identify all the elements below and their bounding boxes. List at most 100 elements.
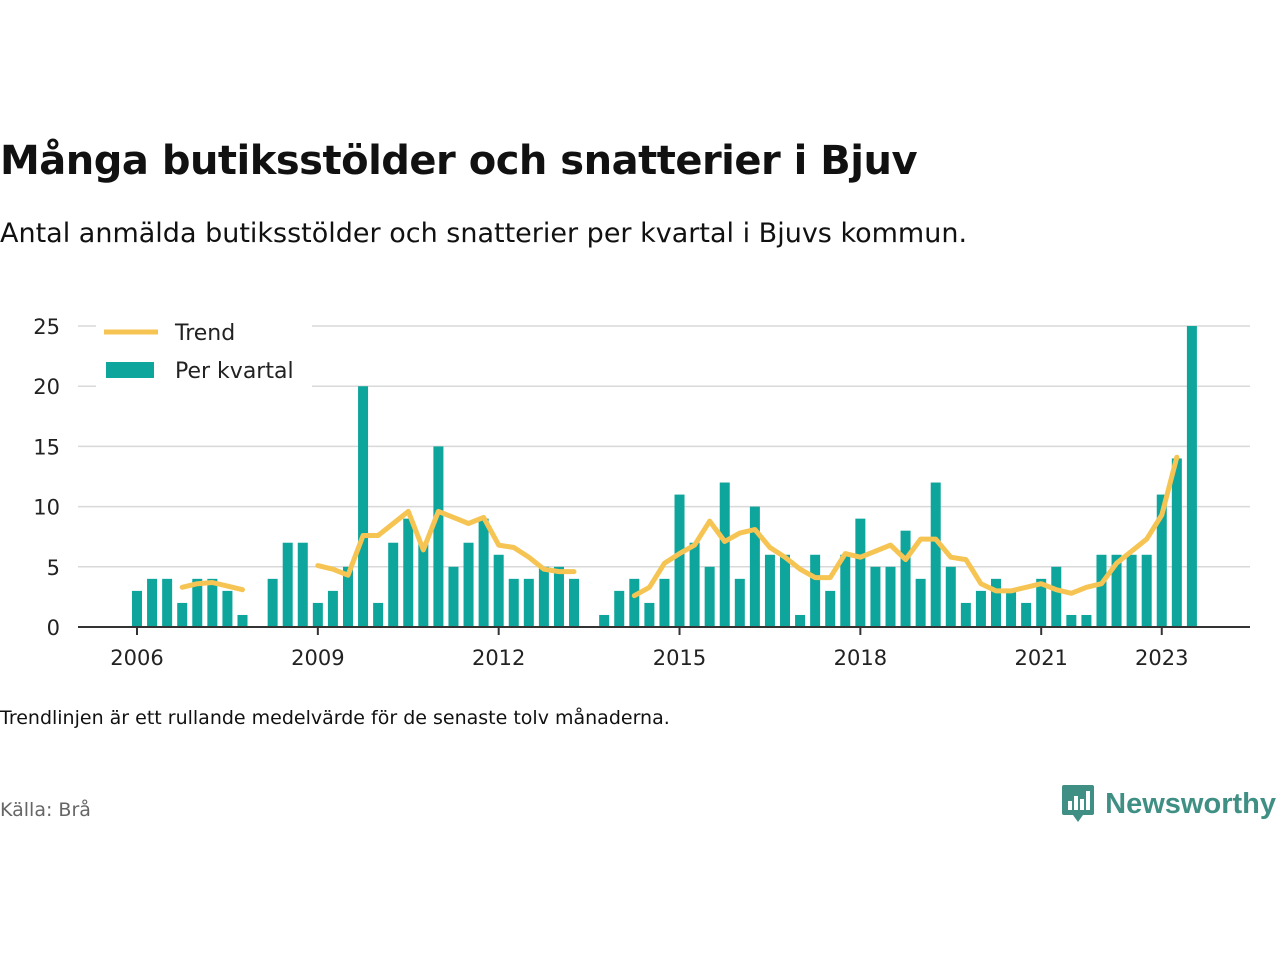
bar (990, 578, 1001, 627)
bar (267, 578, 278, 627)
bar (1111, 554, 1122, 627)
bar (192, 578, 203, 627)
bar (358, 386, 369, 627)
bar (388, 542, 399, 627)
bar (478, 518, 489, 627)
x-axis: 2006 2009 2012 2015 2018 2021 2023 (78, 626, 1250, 670)
bar (930, 482, 941, 627)
bar (825, 590, 836, 627)
legend: Trend Per kvartal (96, 318, 312, 396)
footnote: Trendlinjen är ett rullande medelvärde f… (0, 707, 670, 729)
chart-subtitle: Antal anmälda butiksstölder och snatteri… (0, 218, 968, 249)
bar (418, 542, 429, 627)
bar (312, 602, 323, 627)
bar (855, 518, 866, 627)
bar (282, 542, 293, 627)
bar (885, 566, 896, 627)
bar (1126, 554, 1137, 627)
bar (945, 566, 956, 627)
bar (1141, 554, 1152, 627)
y-tick-label: 15 (33, 435, 60, 459)
trend-line-segment (179, 580, 245, 593)
bar (1096, 554, 1107, 627)
legend-bar-swatch (106, 362, 154, 378)
bar (915, 578, 926, 627)
x-tick-label: 2023 (1135, 646, 1188, 670)
bar (900, 530, 911, 627)
y-tick-label: 10 (33, 496, 60, 520)
newsworthy-logo-icon (1062, 785, 1095, 822)
x-tick-label: 2018 (834, 646, 887, 670)
bar (629, 578, 640, 627)
bar (1021, 602, 1032, 627)
brand-logo[interactable]: Newsworthy (1061, 783, 1276, 825)
bar (463, 542, 474, 627)
bar (162, 578, 173, 627)
bar (327, 590, 338, 627)
y-tick-label: 25 (33, 315, 60, 339)
trend-line-segment (315, 508, 577, 578)
bar (207, 578, 218, 627)
bar (177, 602, 188, 627)
x-tick-label: 2015 (653, 646, 706, 670)
bar (599, 614, 610, 627)
bar (433, 446, 444, 627)
bar (764, 554, 775, 627)
bar (734, 578, 745, 627)
trend-line-segment (631, 454, 1180, 599)
bar (644, 602, 655, 627)
bar (538, 566, 549, 627)
legend-bar-label: Per kvartal (175, 359, 294, 384)
bar (614, 590, 625, 627)
bar (493, 554, 504, 627)
bar (569, 578, 580, 627)
bar (749, 506, 760, 627)
bar (508, 578, 519, 627)
bar (1006, 590, 1017, 627)
chart-title: Många butiksstölder och snatterier i Bju… (0, 138, 918, 184)
bar (1081, 614, 1092, 627)
bar (403, 518, 414, 627)
bar (342, 566, 353, 627)
bar (674, 494, 685, 627)
bar (780, 554, 791, 627)
bar (1156, 494, 1167, 627)
x-tick-label: 2012 (472, 646, 525, 670)
bar (840, 554, 851, 627)
bar (553, 566, 564, 627)
bar (960, 602, 971, 627)
trend-series (179, 454, 1180, 599)
bar (870, 566, 881, 627)
bar (1171, 458, 1182, 627)
bar (975, 590, 986, 627)
y-tick-label: 20 (33, 375, 60, 399)
bar (659, 578, 670, 627)
bar-series (132, 326, 1197, 627)
bar (704, 566, 715, 627)
bar (795, 614, 806, 627)
x-tick-label: 2009 (291, 646, 344, 670)
brand-name: Newsworthy (1105, 787, 1276, 820)
bar (147, 578, 158, 627)
bar (689, 542, 700, 627)
x-tick-label: 2021 (1014, 646, 1067, 670)
bar (1051, 566, 1062, 627)
bar (222, 590, 233, 627)
bar (297, 542, 308, 627)
y-axis-ticks: 0 5 10 15 20 25 (33, 315, 60, 640)
source-label: Källa: Brå (0, 799, 91, 821)
x-tick-label: 2006 (110, 646, 163, 670)
bar (448, 566, 459, 627)
bar (1186, 326, 1197, 627)
bar (237, 614, 248, 627)
bar (373, 602, 384, 627)
y-tick-label: 0 (47, 616, 60, 640)
bar (523, 578, 534, 627)
legend-trend-label: Trend (174, 321, 235, 346)
bar (132, 590, 142, 627)
bar (810, 554, 821, 627)
bar (719, 482, 730, 627)
bar (1066, 614, 1077, 627)
y-tick-label: 5 (47, 556, 60, 580)
